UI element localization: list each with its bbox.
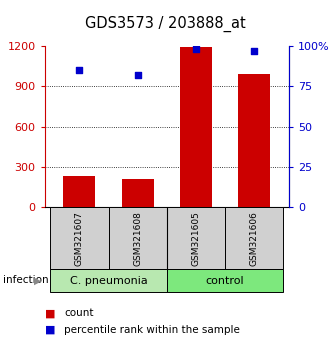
Text: control: control [206,275,244,286]
Text: GDS3573 / 203888_at: GDS3573 / 203888_at [84,16,246,32]
Bar [238,74,270,207]
Text: ▶: ▶ [34,275,42,285]
Bar [167,269,283,292]
Text: GSM321608: GSM321608 [133,211,142,266]
Point [135,72,140,78]
Bar [180,47,212,207]
Text: GSM321605: GSM321605 [191,211,200,266]
Text: infection: infection [3,275,49,285]
Bar [63,176,95,207]
Bar [121,179,153,207]
Text: GSM321607: GSM321607 [75,211,84,266]
Point [193,46,198,52]
Bar [50,207,109,269]
Text: percentile rank within the sample: percentile rank within the sample [64,325,240,335]
Bar [109,207,167,269]
Bar [167,207,225,269]
Text: count: count [64,308,94,318]
Text: ■: ■ [45,308,55,318]
Bar [50,269,167,292]
Text: C. pneumonia: C. pneumonia [70,275,148,286]
Text: ■: ■ [45,325,55,335]
Text: GSM321606: GSM321606 [249,211,258,266]
Point [77,67,82,73]
Point [251,48,256,54]
Bar [225,207,283,269]
